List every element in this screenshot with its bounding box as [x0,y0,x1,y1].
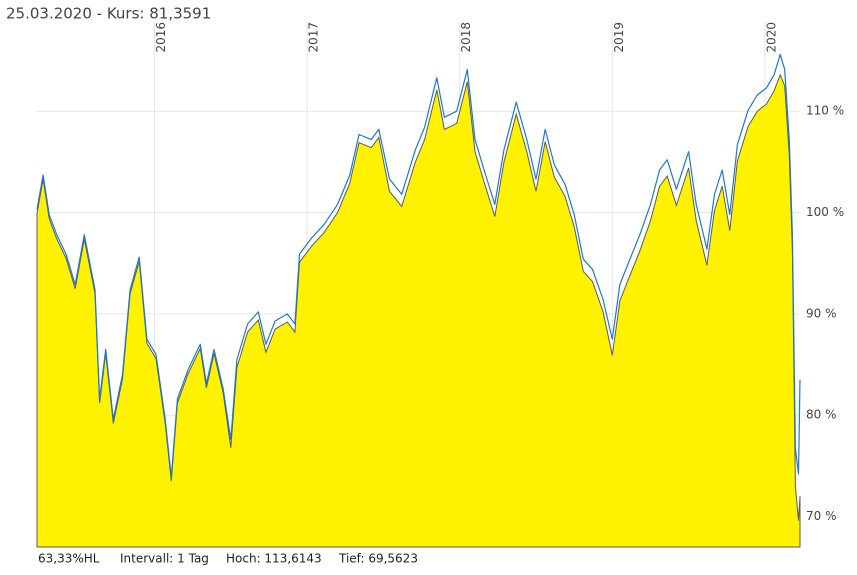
y-tick-label: 110 % [806,104,844,118]
y-tick-label: 80 % [806,408,837,422]
footer-item: 63,33%HL [38,552,100,566]
y-tick-label: 70 % [806,509,837,523]
x-tick-label: 2016 [154,22,168,53]
y-tick-label: 90 % [806,306,837,320]
footer-item: Hoch: 113,6143 [226,552,322,566]
area [36,73,801,548]
x-tick-label: 2020 [764,22,778,53]
x-tick-label: 2019 [612,22,626,53]
chart-title: 25.03.2020 - Kurs: 81,3591 [6,5,211,23]
footer-item: Intervall: 1 Tag [120,552,209,566]
y-tick-label: 100 % [806,205,844,219]
footer-item: Tief: 69,5623 [338,552,418,566]
plot [36,53,801,548]
line [36,53,801,478]
x-tick-label: 2018 [459,22,473,53]
labels: 70 % 80 % 90 % 100 % 110 % 2016 2017 2018 2019 20… [154,22,844,523]
x-tick-label: 2017 [307,22,321,53]
